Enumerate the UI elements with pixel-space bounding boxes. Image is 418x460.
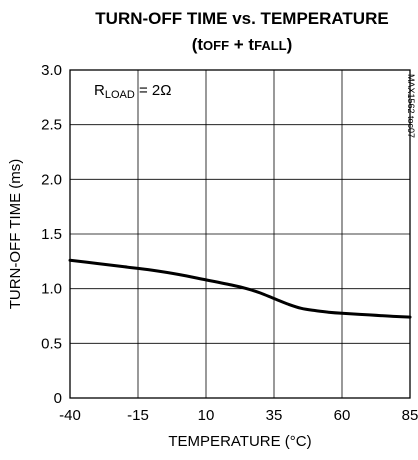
subtitle-mid: + t: [229, 35, 254, 54]
series-line: [68, 258, 412, 319]
chart-subtitle: (tOFF + tFALL): [192, 35, 293, 54]
y-tick-label: 2.0: [41, 171, 62, 188]
annotation-r: R: [94, 82, 105, 99]
x-tick-label: 35: [266, 407, 283, 424]
y-tick-label: 2.5: [41, 117, 62, 134]
y-tick-label: 0.5: [41, 335, 62, 352]
y-tick-label: 3.0: [41, 62, 62, 79]
chart-title: TURN-OFF TIME vs. TEMPERATURE: [95, 9, 388, 28]
series-layer: [68, 258, 412, 319]
y-tick-label: 0: [54, 390, 62, 407]
y-axis-label: TURN-OFF TIME (ms): [7, 159, 24, 310]
subtitle-close: ): [287, 35, 293, 54]
x-axis-label: TEMPERATURE (°C): [168, 433, 311, 450]
plot-frame: [69, 69, 411, 399]
x-tick-labels: -40 -15 10 35 60 85: [59, 407, 418, 424]
annotation-sub-load: LOAD: [105, 89, 135, 101]
x-tick-label: 60: [334, 407, 351, 424]
x-tick-label: -15: [127, 407, 149, 424]
x-tick-label: 10: [198, 407, 215, 424]
x-tick-label: -40: [59, 407, 81, 424]
subtitle-sub-off: OFF: [203, 38, 229, 53]
grid: [70, 70, 410, 398]
y-tick-label: 1.5: [41, 226, 62, 243]
y-tick-label: 1.0: [41, 281, 62, 298]
x-tick-label: 85: [402, 407, 418, 424]
part-number-label: MAX1562 toc07: [406, 74, 416, 138]
annotation-value: = 2Ω: [135, 82, 172, 99]
y-tick-labels: 0 0.5 1.0 1.5 2.0 2.5 3.0: [41, 62, 62, 407]
subtitle-sub-fall: FALL: [254, 38, 287, 53]
subtitle-open: (t: [192, 35, 204, 54]
rload-annotation: RLOAD = 2Ω: [94, 82, 171, 101]
